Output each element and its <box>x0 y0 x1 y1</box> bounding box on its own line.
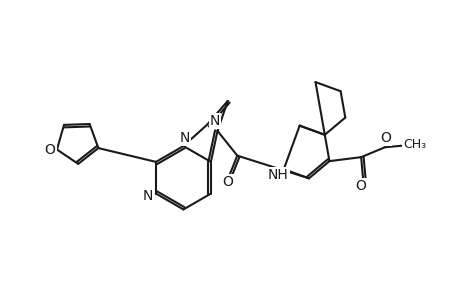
Text: N: N <box>209 114 219 128</box>
Text: O: O <box>222 176 232 189</box>
Text: O: O <box>45 142 56 157</box>
Text: O: O <box>380 131 391 145</box>
Text: NH: NH <box>267 168 288 182</box>
Text: O: O <box>355 179 366 193</box>
Text: N: N <box>179 131 189 145</box>
Text: CH₃: CH₃ <box>402 138 425 151</box>
Text: S: S <box>274 170 283 184</box>
Text: N: N <box>143 189 153 202</box>
